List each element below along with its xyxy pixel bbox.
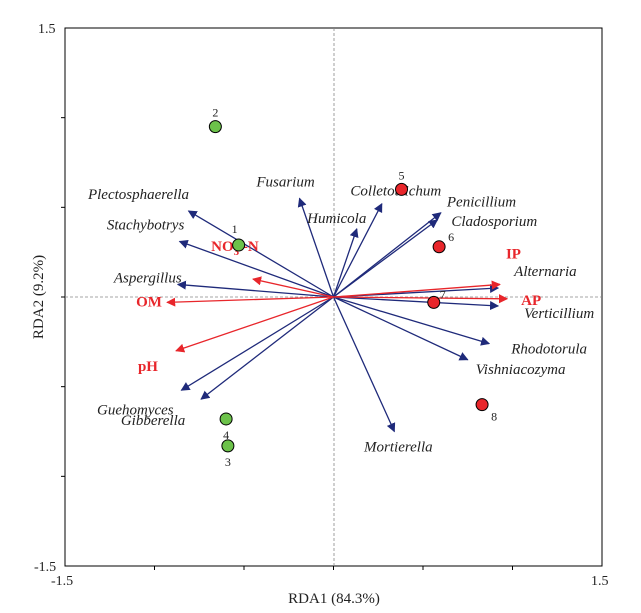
x-tick-right: 1.5 — [591, 574, 609, 589]
species-arrow-vishniacozyma — [333, 296, 469, 361]
species-label-verticillium: Verticillium — [524, 306, 594, 322]
species-label-penicillium: Penicillium — [446, 195, 516, 211]
x-axis-title: RDA1 (84.3%) — [288, 591, 380, 607]
sample-point-3 — [221, 439, 235, 453]
species-label-fusarium: Fusarium — [255, 174, 315, 190]
species-label-mortierella: Mortierella — [363, 440, 433, 456]
sample-point-7 — [427, 295, 441, 309]
env-arrow-ap — [333, 294, 509, 304]
sample-label-4: 4 — [223, 428, 229, 442]
env-arrow-ph — [175, 296, 334, 353]
env-arrow-ip — [333, 280, 501, 298]
species-label-rhodotorula: Rhodotorula — [510, 342, 587, 358]
species-arrow-guehomyces — [180, 296, 334, 391]
sample-point-5 — [395, 182, 409, 196]
tick-marks — [61, 117, 513, 570]
sample-label-3: 3 — [225, 455, 231, 469]
sample-point-8 — [475, 398, 489, 412]
species-arrow-humicola — [332, 227, 359, 298]
env-label-ip: IP — [506, 246, 521, 262]
sample-point-6 — [432, 240, 446, 254]
sample-points: 1 2 3 4 5 6 7 8 — [208, 106, 497, 469]
sample-label-8: 8 — [491, 410, 497, 424]
species-arrow-plectosphaerella — [187, 210, 334, 298]
species-arrow-mortierella — [332, 296, 396, 433]
species-label-gibberella: Gibberella — [121, 413, 185, 429]
species-label-aspergillus: Aspergillus — [113, 270, 182, 286]
sample-label-1: 1 — [232, 222, 238, 236]
env-label-ap: AP — [521, 293, 541, 309]
y-tick-bottom: -1.5 — [34, 560, 56, 575]
sample-point-4 — [219, 412, 233, 426]
sample-label-6: 6 — [448, 230, 454, 244]
sample-label-2: 2 — [212, 106, 218, 120]
species-label-guehomyces: Guehomyces — [97, 402, 174, 418]
y-axis-title: RDA2 (9.2%) — [31, 255, 47, 339]
y-tick-top: 1.5 — [38, 22, 56, 37]
species-label-cladosporium: Cladosporium — [451, 214, 537, 230]
species-arrow-colletotrichum — [332, 202, 383, 298]
sample-point-2 — [208, 120, 222, 134]
species-label-humicola: Humicola — [306, 211, 366, 227]
species-arrow-cladosporium — [333, 219, 439, 298]
env-label-om: OM — [136, 294, 162, 310]
sample-label-5: 5 — [399, 168, 405, 182]
species-label-stachybotrys: Stachybotrys — [107, 217, 185, 233]
sample-point-1 — [232, 238, 246, 252]
species-label-plectosphaerella: Plectosphaerella — [87, 187, 189, 203]
species-vectors: FusariumColletotrichumHumicolaPenicilliu… — [87, 174, 594, 455]
species-arrow-verticillium — [333, 296, 500, 311]
species-arrow-gibberella — [200, 296, 334, 400]
species-label-alternaria: Alternaria — [513, 264, 577, 280]
x-tick-left: -1.5 — [51, 574, 73, 589]
species-arrow-stachybotrys — [178, 239, 334, 298]
env-arrow-om — [166, 296, 334, 307]
species-arrow-aspergillus — [176, 280, 334, 298]
env-arrow-no3-n — [252, 276, 334, 298]
sample-label-7: 7 — [440, 287, 446, 301]
species-arrow-fusarium — [297, 197, 335, 298]
species-label-vishniacozyma: Vishniacozyma — [476, 362, 566, 378]
species-arrow-rhodotorula — [333, 296, 491, 346]
env-label-ph: pH — [138, 359, 158, 375]
